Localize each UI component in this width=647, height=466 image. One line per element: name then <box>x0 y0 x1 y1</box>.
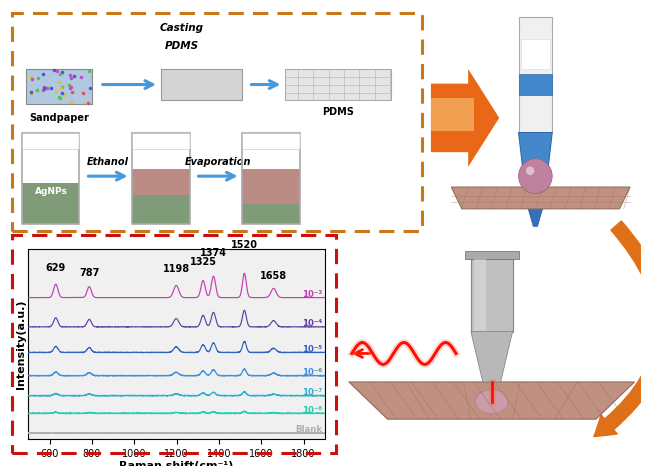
Text: 629: 629 <box>46 263 66 273</box>
Text: 1325: 1325 <box>190 257 217 267</box>
Text: 787: 787 <box>79 268 100 278</box>
FancyBboxPatch shape <box>23 183 80 224</box>
Polygon shape <box>471 332 512 382</box>
Text: AgNPs: AgNPs <box>34 187 67 196</box>
FancyBboxPatch shape <box>23 132 80 149</box>
FancyArrowPatch shape <box>594 221 647 437</box>
FancyBboxPatch shape <box>243 204 300 224</box>
FancyBboxPatch shape <box>133 195 190 224</box>
Text: Casting: Casting <box>159 23 203 34</box>
FancyBboxPatch shape <box>133 132 190 149</box>
Text: 10⁻⁸: 10⁻⁸ <box>302 406 322 415</box>
Text: PDMS: PDMS <box>322 108 354 117</box>
Text: 10⁻³: 10⁻³ <box>302 290 322 299</box>
Text: Evaporation: Evaporation <box>185 157 251 167</box>
FancyBboxPatch shape <box>27 69 92 104</box>
Text: 1198: 1198 <box>162 264 190 274</box>
Text: 1520: 1520 <box>231 240 258 250</box>
Text: Ethanol: Ethanol <box>87 157 129 167</box>
Polygon shape <box>349 382 635 419</box>
Text: Sandpaper: Sandpaper <box>29 113 89 123</box>
Text: 10⁻⁵: 10⁻⁵ <box>302 345 322 354</box>
Circle shape <box>476 390 508 414</box>
Polygon shape <box>519 74 553 96</box>
Text: PDMS: PDMS <box>164 41 199 51</box>
Text: 1374: 1374 <box>200 248 227 258</box>
Text: 10⁻⁴: 10⁻⁴ <box>302 319 322 329</box>
Polygon shape <box>471 259 512 332</box>
Polygon shape <box>451 187 630 209</box>
Y-axis label: Intensity(a.u.): Intensity(a.u.) <box>16 299 26 389</box>
Polygon shape <box>519 132 553 205</box>
X-axis label: Raman shift(cm⁻¹): Raman shift(cm⁻¹) <box>120 461 234 466</box>
FancyBboxPatch shape <box>243 169 300 204</box>
Text: 1658: 1658 <box>260 271 287 281</box>
Polygon shape <box>474 259 486 332</box>
Circle shape <box>526 166 534 175</box>
Polygon shape <box>527 205 543 226</box>
Circle shape <box>519 159 553 193</box>
Text: Blank: Blank <box>295 425 322 434</box>
Polygon shape <box>519 17 553 132</box>
FancyBboxPatch shape <box>161 69 243 100</box>
FancyBboxPatch shape <box>243 132 300 149</box>
Text: 10⁻⁶: 10⁻⁶ <box>302 368 322 377</box>
Text: 10⁻⁷: 10⁻⁷ <box>302 388 322 397</box>
Polygon shape <box>465 251 518 259</box>
FancyArrow shape <box>431 69 499 167</box>
FancyBboxPatch shape <box>133 169 190 195</box>
FancyArrow shape <box>431 98 474 131</box>
Text: CYH: CYH <box>41 171 61 181</box>
Polygon shape <box>521 39 550 69</box>
FancyBboxPatch shape <box>285 69 391 100</box>
